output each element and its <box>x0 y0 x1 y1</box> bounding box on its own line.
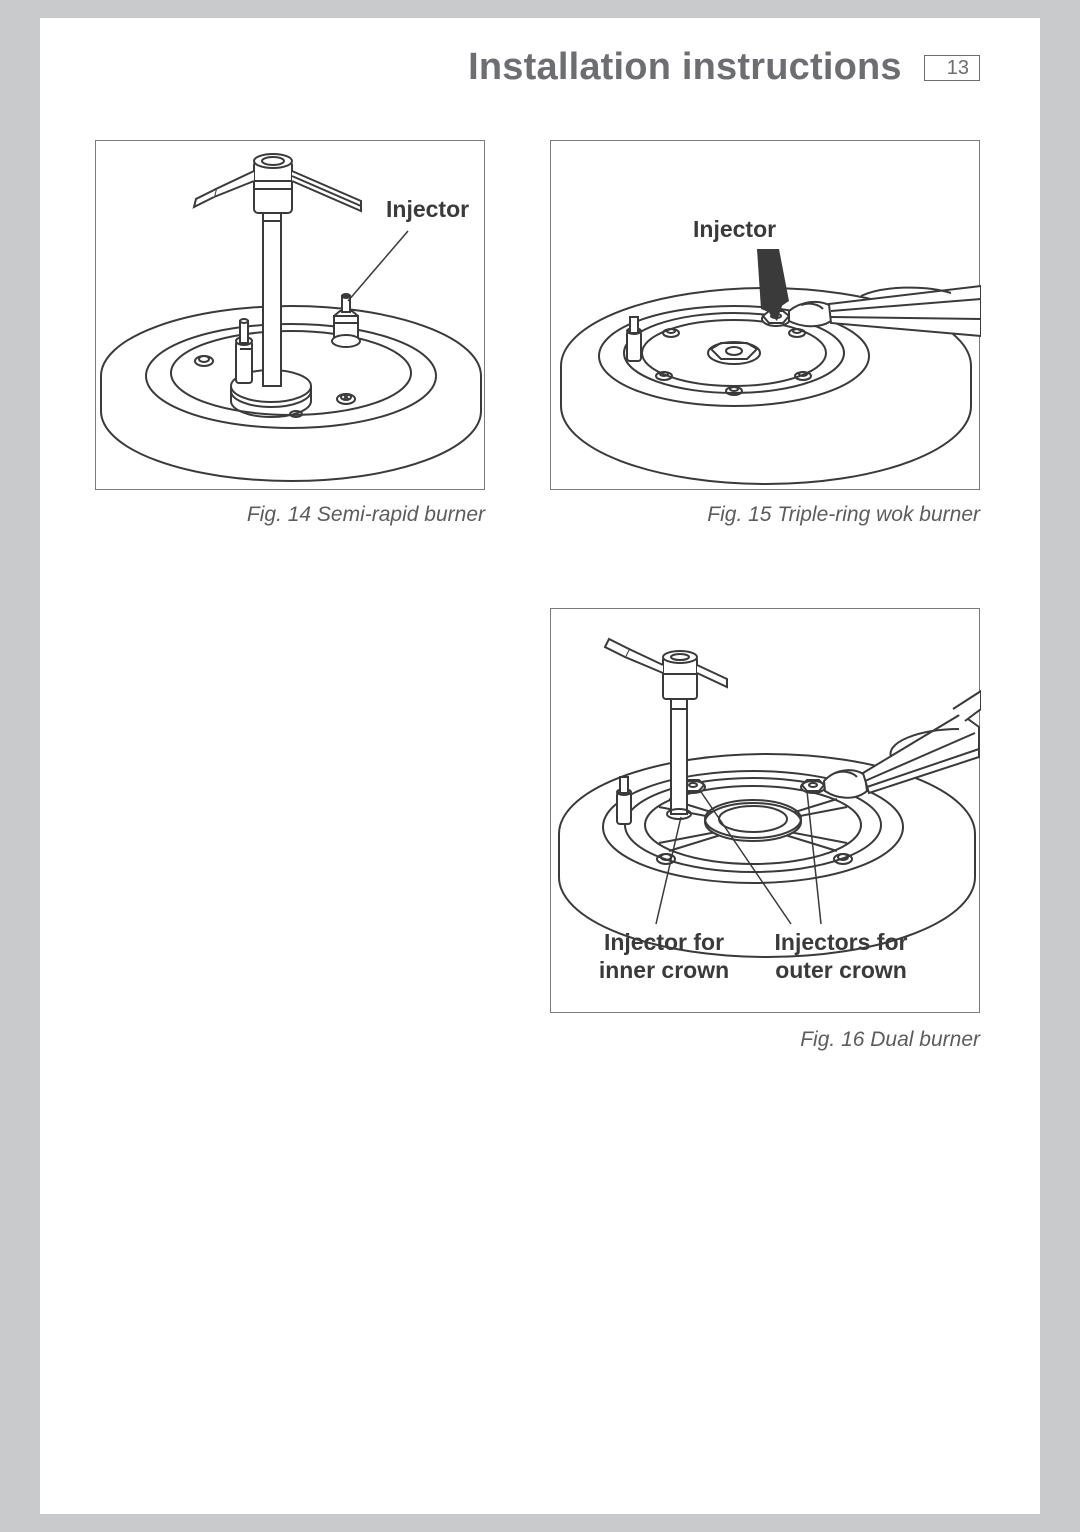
fig15-injector-label: Injector <box>693 216 776 243</box>
page-title: Installation instructions <box>468 46 902 89</box>
document-page: Installation instructions 13 <box>40 18 1040 1514</box>
fig14-caption: Fig. 14 Semi-rapid burner <box>95 503 485 527</box>
figure-15-box: Injector <box>550 140 980 490</box>
fig16-outer-label: Injectors for outer crown <box>761 929 921 984</box>
fig15-caption: Fig. 15 Triple-ring wok burner <box>550 503 980 527</box>
figure-14-box: Injector <box>95 140 485 490</box>
figure-15-diagram <box>551 141 981 491</box>
fig16-caption: Fig. 16 Dual burner <box>550 1028 980 1052</box>
page-header: Installation instructions 13 <box>468 46 980 89</box>
figure-14-diagram <box>96 141 486 491</box>
page-number: 13 <box>924 55 980 81</box>
fig16-inner-label: Injector for inner crown <box>589 929 739 984</box>
figure-16-box: Injector for inner crown Injectors for o… <box>550 608 980 1013</box>
fig14-injector-label: Injector <box>386 196 469 223</box>
